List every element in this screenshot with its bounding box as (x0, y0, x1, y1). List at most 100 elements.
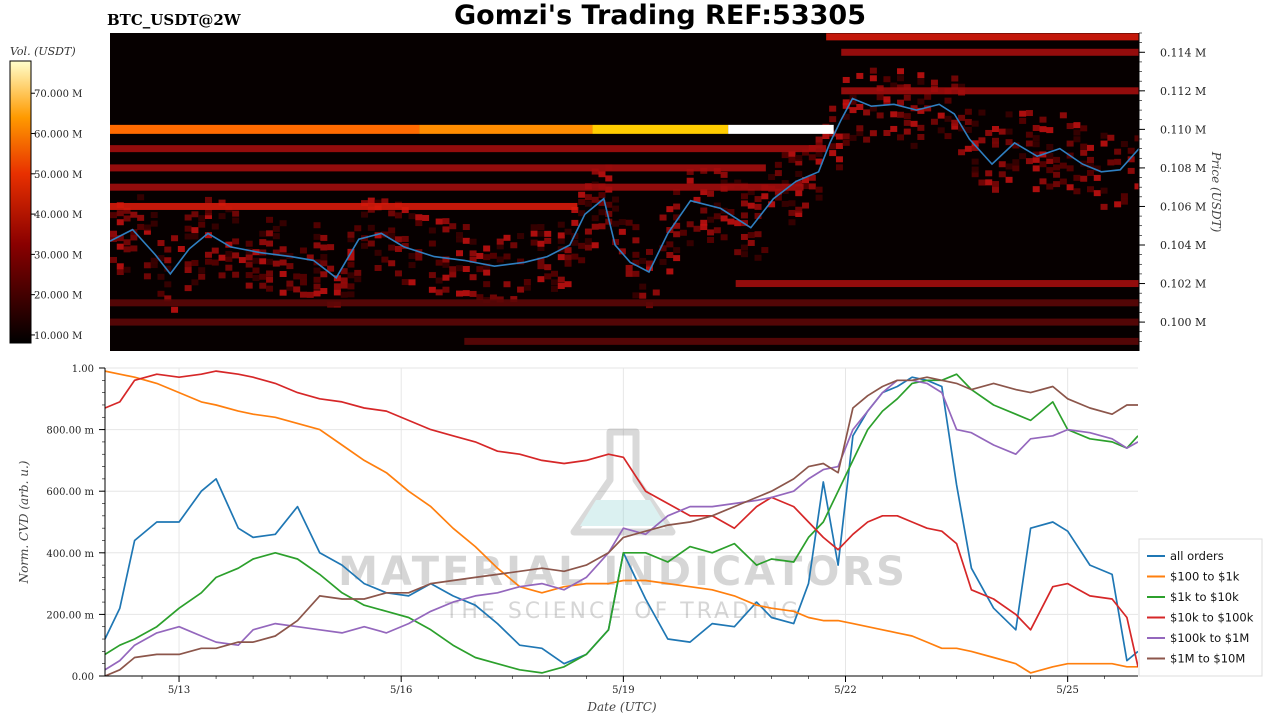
heatmap-cell (361, 242, 369, 249)
heatmap-cell (266, 216, 274, 223)
heatmap-cell (204, 251, 212, 258)
heatmap-cell (537, 244, 545, 251)
heatmap-cell (584, 194, 592, 201)
heatmap-cell (476, 266, 484, 273)
heatmap-cell (802, 182, 810, 189)
heatmap-cell (734, 220, 742, 227)
heatmap-cell (232, 210, 240, 217)
heatmap-cell (191, 279, 199, 286)
heatmap-cell (232, 217, 240, 224)
heatmap-cell (259, 273, 267, 280)
heatmap-cell (164, 246, 172, 253)
heatmap-cell (829, 105, 837, 112)
heatmap-cell (361, 211, 369, 218)
heatmap-cell (971, 158, 979, 165)
heatmap-cell (130, 211, 138, 218)
heatmap-cell (971, 166, 979, 173)
heatmap-cell (645, 248, 653, 255)
heatmap-cell (306, 291, 314, 298)
heatmap-cell (184, 225, 192, 232)
heatmap-cell (605, 210, 613, 217)
heatmap-cell (374, 232, 382, 239)
heatmap-cell (985, 129, 993, 136)
heatmap-cell (286, 263, 294, 270)
heatmap-cell (530, 230, 538, 237)
heatmap-background (110, 33, 1139, 351)
heatmap-cell (720, 215, 728, 222)
heatmap-cell (435, 259, 443, 266)
heatmap-cell (964, 108, 972, 115)
heatmap-cell (374, 264, 382, 271)
heatmap-cell (557, 254, 565, 261)
heatmap-cell (1086, 162, 1094, 169)
cvd-y-tick-label: 1.00 (72, 364, 94, 375)
colorbar-tick-label: 60.000 M (34, 130, 82, 141)
colorbar-tick-label: 40.000 M (34, 210, 82, 221)
heatmap-cell (998, 171, 1006, 178)
heatmap-cell (1134, 183, 1139, 190)
cvd-x-tick-label: 5/13 (168, 685, 190, 696)
heatmap-cell (564, 247, 572, 254)
heatmap-cell (693, 225, 701, 232)
heatmap-cell (1086, 156, 1094, 163)
heatmap-cell (971, 140, 979, 147)
heatmap-cell (456, 290, 464, 297)
liquidity-band (110, 164, 766, 172)
heatmap-cell (204, 232, 212, 239)
heatmap-cell (299, 273, 307, 280)
heatmap-cell (747, 189, 755, 196)
heatmap-cell (971, 120, 979, 127)
heatmap-cell (544, 230, 552, 237)
heatmap-cell (835, 156, 843, 163)
heatmap-cell (123, 239, 131, 246)
heatmap-cell (279, 250, 287, 257)
heatmap-cell (204, 196, 212, 203)
price-axis: 0.100 M 0.102 M 0.104 M 0.106 M 0.108 M 0.110… (1138, 32, 1206, 351)
heatmap-cell (958, 149, 966, 156)
heatmap-cell (191, 259, 199, 266)
heatmap-cell (1032, 165, 1040, 172)
heatmap-cell (897, 111, 905, 118)
heatmap-cell (829, 150, 837, 157)
heatmap-cell (143, 273, 151, 280)
heatmap-cell (1032, 156, 1040, 163)
heatmap-cell (1059, 112, 1067, 119)
heatmap-cell (218, 254, 226, 261)
heatmap-cell (849, 94, 857, 101)
heatmap-cell (1012, 165, 1020, 172)
heatmap-cell (652, 289, 660, 296)
heatmap-cell (1032, 124, 1040, 131)
heatmap-cell (998, 128, 1006, 135)
colorbar-label: Vol. (USDT) (10, 45, 76, 58)
heatmap-cell (279, 289, 287, 296)
heatmap-cell (551, 279, 558, 286)
heatmap-cell (171, 306, 179, 313)
heatmap-cell (740, 244, 748, 251)
heatmap-cell (666, 252, 674, 259)
heatmap-cell (184, 267, 192, 274)
heatmap-cell (618, 248, 626, 255)
heatmap-cell (632, 224, 640, 231)
heatmap-cell (408, 279, 416, 286)
heatmap-cell (1066, 165, 1074, 172)
heatmap-cell (218, 199, 226, 206)
heatmap-cell (673, 222, 681, 229)
liquidity-band (110, 202, 578, 210)
liquidity-band (110, 183, 804, 191)
heatmap-cell (876, 94, 884, 101)
heatmap-cell (388, 244, 396, 251)
heatmap-cell (686, 168, 694, 175)
heatmap-cell (917, 133, 925, 140)
heatmap-cell (347, 272, 355, 279)
heatmap-cell (279, 259, 287, 266)
heatmap-cell (252, 274, 260, 281)
heatmap-cell (347, 291, 355, 298)
heatmap-cell (557, 276, 565, 283)
heatmap-cell (734, 249, 742, 256)
heatmap-cell (110, 230, 117, 237)
cvd-x-tick-label: 5/16 (390, 685, 412, 696)
heatmap-cell (544, 273, 552, 280)
heatmap-cell (673, 231, 681, 238)
heatmap-cell (150, 212, 158, 219)
heatmap-cell (754, 203, 762, 210)
